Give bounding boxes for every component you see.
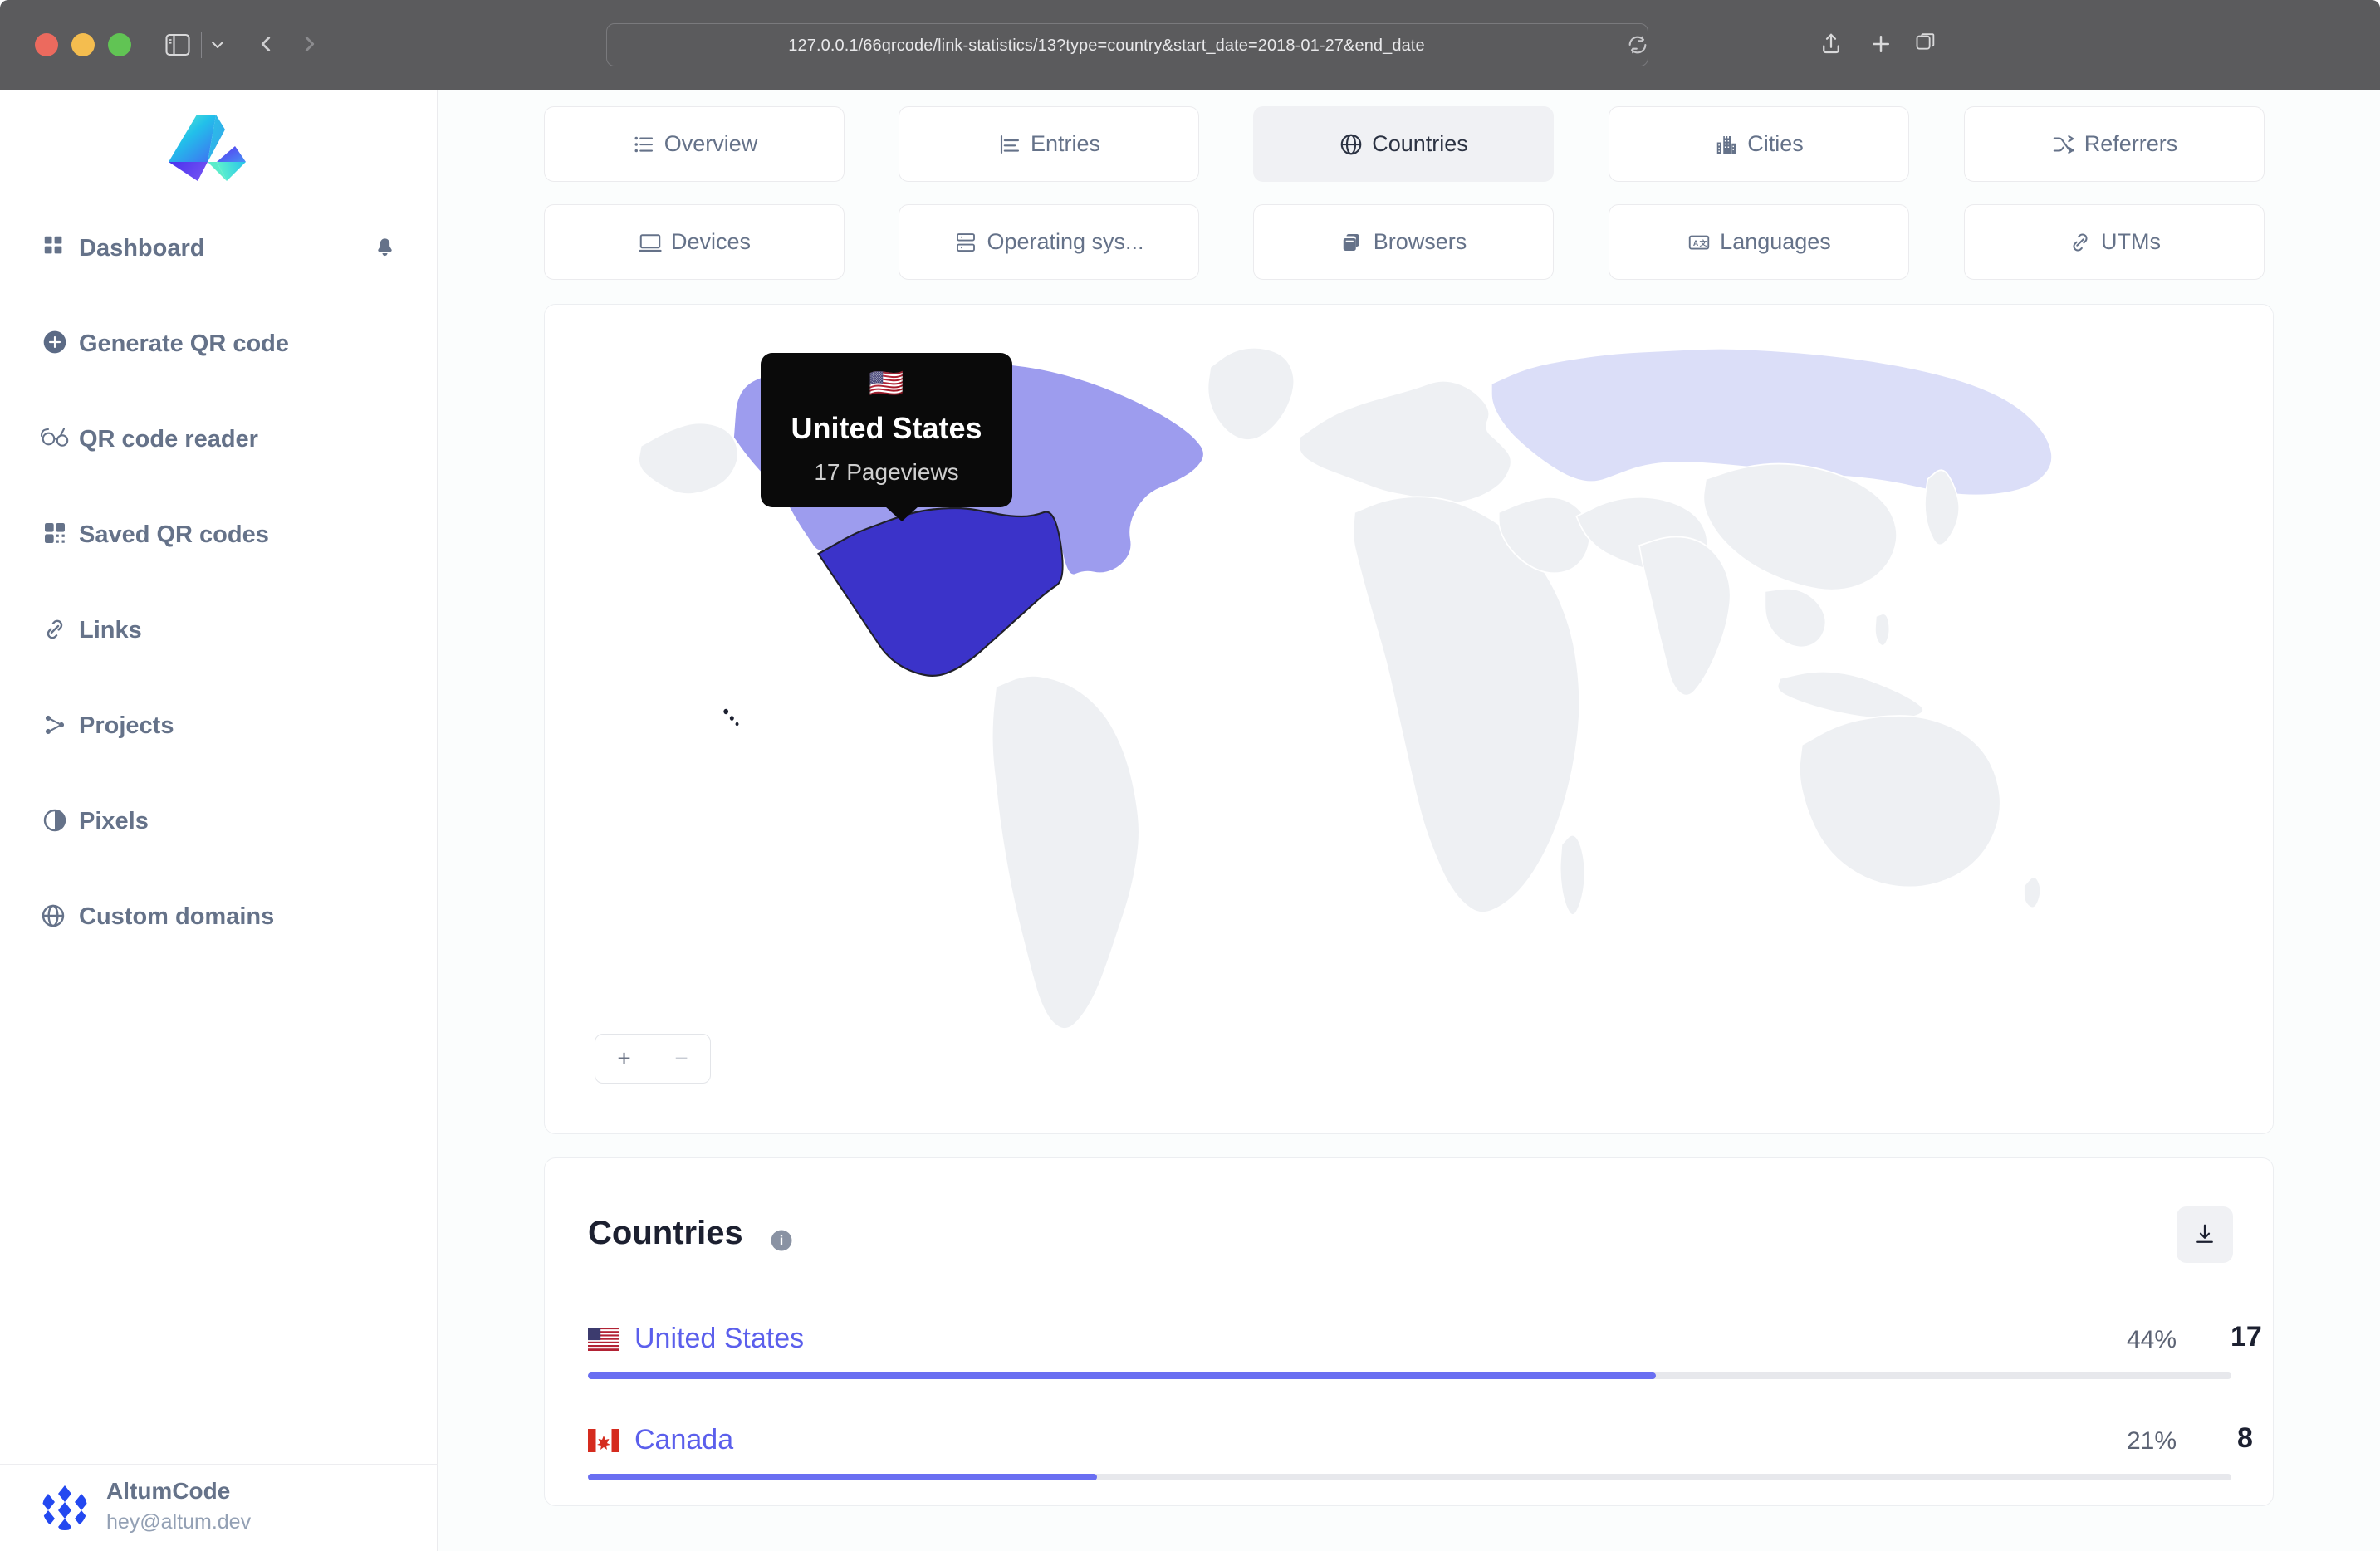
svg-text:A: A [1693,238,1699,247]
svg-text:文: 文 [1700,237,1707,247]
svg-text:i: i [780,1234,784,1249]
